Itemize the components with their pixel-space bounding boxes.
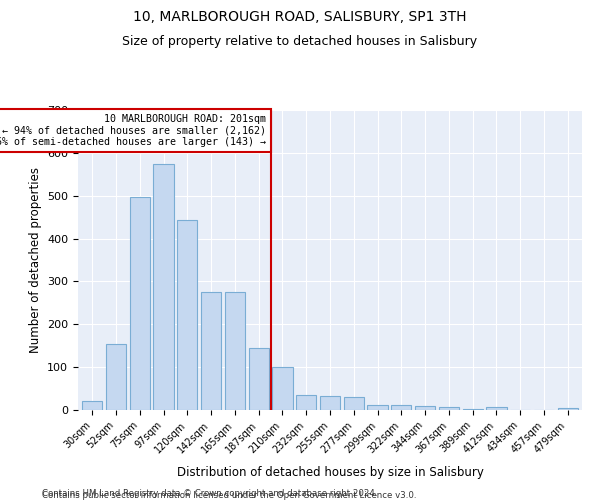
Bar: [106, 344, 126, 410]
Bar: [367, 405, 388, 410]
Bar: [557, 408, 578, 410]
Bar: [82, 400, 103, 410]
Bar: [391, 405, 412, 410]
Bar: [296, 395, 316, 410]
Text: Contains public sector information licensed under the Open Government Licence v3: Contains public sector information licen…: [42, 491, 416, 500]
Text: Contains HM Land Registry data © Crown copyright and database right 2024.: Contains HM Land Registry data © Crown c…: [42, 488, 377, 498]
Bar: [463, 409, 483, 410]
Bar: [154, 164, 173, 410]
Text: 10, MARLBOROUGH ROAD, SALISBURY, SP1 3TH: 10, MARLBOROUGH ROAD, SALISBURY, SP1 3TH: [133, 10, 467, 24]
X-axis label: Distribution of detached houses by size in Salisbury: Distribution of detached houses by size …: [176, 466, 484, 479]
Bar: [201, 292, 221, 410]
Bar: [415, 406, 435, 410]
Bar: [177, 220, 197, 410]
Bar: [225, 292, 245, 410]
Y-axis label: Number of detached properties: Number of detached properties: [29, 167, 41, 353]
Bar: [320, 396, 340, 410]
Bar: [248, 348, 269, 410]
Bar: [344, 397, 364, 410]
Text: 10 MARLBOROUGH ROAD: 201sqm
← 94% of detached houses are smaller (2,162)
6% of s: 10 MARLBOROUGH ROAD: 201sqm ← 94% of det…: [0, 114, 266, 148]
Bar: [272, 367, 293, 410]
Text: Size of property relative to detached houses in Salisbury: Size of property relative to detached ho…: [122, 35, 478, 48]
Bar: [130, 196, 150, 410]
Bar: [439, 407, 459, 410]
Bar: [487, 408, 506, 410]
